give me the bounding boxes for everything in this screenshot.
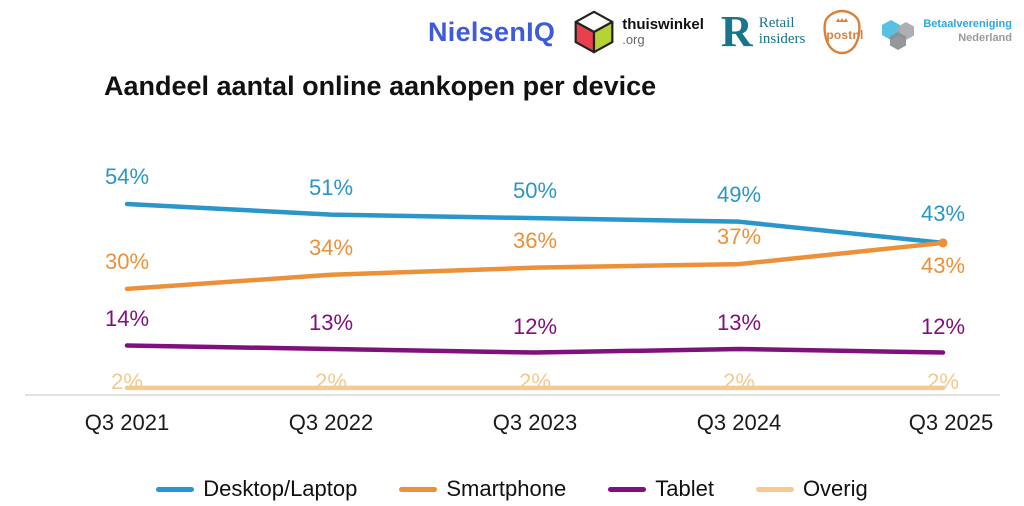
series-line-smartphone (124, 240, 946, 292)
betaalvereniging-hexagons-icon (882, 20, 915, 50)
data-label-desktop-laptop-q3-2023: 50% (512, 178, 558, 204)
data-label-tablet-q3-2021: 14% (104, 306, 150, 332)
data-label-overig-q3-2021: 2% (111, 368, 143, 394)
thuiswinkel-wordmark: thuiswinkel .org (622, 17, 704, 46)
data-label-desktop-laptop-q3-2022: 51% (308, 174, 354, 200)
postnl-logo: postnl (822, 9, 864, 55)
series-line-tablet (124, 343, 946, 355)
x-tick-q3-2025: Q3 2025 (908, 410, 994, 435)
nielseniq-logo: NielsenIQ (428, 17, 555, 48)
data-label-desktop-laptop-q3-2021: 54% (104, 164, 150, 189)
thuiswinkel-name: thuiswinkel (622, 16, 704, 34)
x-tick-q3-2021: Q3 2021 (84, 410, 170, 435)
data-label-tablet-q3-2023: 12% (512, 313, 558, 339)
data-label-tablet-q3-2024: 13% (716, 310, 762, 336)
legend-label-tablet: Tablet (655, 476, 714, 501)
legend-item-desktop-laptop: Desktop/Laptop (156, 476, 357, 502)
thuiswinkel-cube-icon (574, 10, 614, 54)
data-label-tablet-q3-2022: 13% (308, 310, 354, 336)
betaal-line1: Betaalvereniging (923, 18, 1012, 31)
legend-label-desktop-laptop: Desktop/Laptop (203, 476, 358, 501)
legend-label-overig: Overig (802, 476, 868, 501)
legend-swatch-overig (755, 486, 794, 492)
thuiswinkel-org: .org (622, 32, 645, 48)
data-label-overig-q3-2023: 2% (519, 368, 551, 394)
legend-label-smartphone: Smartphone (446, 476, 567, 501)
retail-line1: Retail (758, 15, 795, 32)
legend-item-overig: Overig (755, 476, 868, 502)
x-tick-q3-2024: Q3 2024 (696, 410, 782, 435)
data-label-tablet-q3-2025: 12% (920, 313, 966, 339)
data-label-smartphone-q3-2021: 30% (104, 248, 150, 274)
x-tick-q3-2022: Q3 2022 (288, 410, 374, 435)
retail-line2: insiders (758, 31, 806, 47)
logo-strip: NielsenIQ thuiswinkel .org R Retail insi… (428, 4, 1012, 60)
data-label-smartphone-q3-2022: 34% (308, 234, 354, 260)
legend-swatch-tablet (608, 486, 647, 492)
retail-insiders-wordmark: Retail insiders (758, 15, 806, 48)
x-tick-q3-2023: Q3 2023 (492, 410, 578, 435)
retail-insiders-r-icon: R (720, 7, 753, 57)
nielseniq-wordmark: NielsenIQ (427, 16, 556, 47)
betaal-line2: Nederland (958, 32, 1012, 44)
convergence-point (938, 238, 948, 248)
data-label-overig-q3-2025: 2% (927, 368, 959, 394)
thuiswinkel-logo: thuiswinkel .org (572, 9, 704, 55)
data-label-overig-q3-2022: 2% (315, 368, 347, 394)
chart-title: Aandeel aantal online aankopen per devic… (104, 71, 657, 101)
data-label-overig-q3-2024: 2% (723, 368, 755, 394)
data-label-smartphone-q3-2024: 37% (716, 224, 762, 250)
betaalvereniging-logo: Betaalvereniging Nederland (879, 12, 1012, 52)
postnl-wordmark: postnl (826, 28, 864, 42)
retail-insiders-logo: R Retail insiders (720, 7, 806, 57)
legend-item-tablet: Tablet (608, 476, 714, 502)
postnl-shield-icon (823, 9, 861, 55)
betaalvereniging-wordmark: Betaalvereniging Nederland (923, 18, 1012, 46)
legend-swatch-smartphone (399, 486, 438, 492)
legend-swatch-desktop-laptop (156, 486, 195, 492)
data-label-smartphone-q3-2023: 36% (512, 227, 558, 253)
data-label-smartphone-q3-2025: 43% (920, 252, 966, 278)
data-label-desktop-laptop-q3-2025: 43% (920, 200, 966, 226)
legend-item-smartphone: Smartphone (399, 476, 566, 502)
data-label-desktop-laptop-q3-2024: 49% (716, 181, 762, 207)
series-line-desktop-laptop (124, 201, 946, 246)
chart-legend: Desktop/Laptop Smartphone Tablet Overig (0, 476, 1024, 502)
